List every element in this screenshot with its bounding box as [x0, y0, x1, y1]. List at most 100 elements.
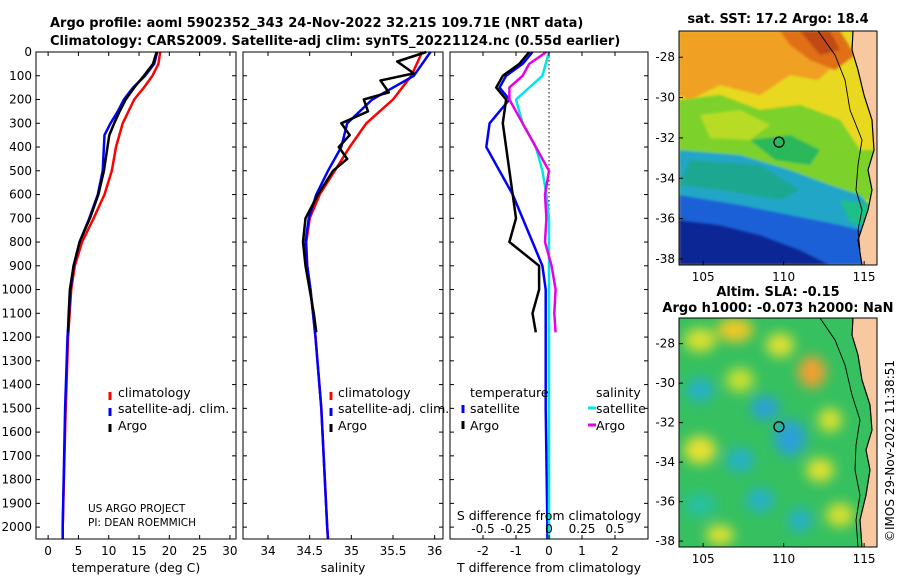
map-ytick-label: -34 — [655, 171, 675, 185]
difference-legend: temperature satellite Argo salinity sate… — [461, 385, 646, 433]
ytick-label: 1500 — [1, 401, 32, 415]
series-satellite-adj-clim- — [61, 51, 159, 539]
sst-float-marker — [773, 136, 785, 148]
ytick-label: 700 — [9, 211, 32, 225]
salinity-xtick-label: 0.5 — [605, 522, 624, 536]
salinity-difference-xlabel: S difference from climatology — [457, 508, 642, 523]
sst-field — [679, 31, 877, 265]
figure-title-line2: Climatology: CARS2009. Satellite-adj cli… — [50, 34, 620, 49]
ytick-label: 1200 — [1, 330, 32, 344]
series-climatology — [61, 51, 162, 539]
legend-salinity-title: salinity — [596, 385, 641, 400]
xtick-label: 10 — [101, 544, 116, 558]
map-xtick-label: 105 — [692, 552, 715, 566]
ytick-label: 100 — [9, 69, 32, 83]
map-ytick-label: -36 — [655, 212, 675, 226]
ytick-label: 1000 — [1, 283, 32, 297]
temperature-difference-xlabel: T difference from climatology — [456, 560, 642, 575]
xtick-label: 36 — [427, 544, 442, 558]
temperature-axes-frame — [35, 51, 237, 540]
ytick-label: 1600 — [1, 425, 32, 439]
xtick-label: 20 — [162, 544, 177, 558]
legend-sal-argo: Argo — [596, 418, 625, 433]
ytick-label: 0 — [24, 45, 32, 59]
map-xtick-label: 105 — [692, 270, 715, 284]
salinity-xlabel: salinity — [321, 560, 366, 575]
ytick-label: 1900 — [1, 496, 32, 510]
ytick-label: 900 — [9, 259, 32, 273]
series-temperature-argo — [494, 51, 541, 333]
sla-float-marker — [773, 421, 785, 433]
map-xtick-label: 115 — [853, 552, 876, 566]
temperature-legend-climatology: climatology — [118, 385, 191, 400]
ytick-label: 1800 — [1, 473, 32, 487]
salinity-legend-climatology: climatology — [338, 385, 411, 400]
series-salinity-satellite — [514, 51, 551, 539]
sst-map-title: sat. SST: 17.2 Argo: 18.4 — [687, 12, 868, 27]
ytick-label: 400 — [9, 140, 32, 154]
salinity-legend-argo: Argo — [338, 418, 367, 433]
legend-temp-satellite: satellite — [470, 401, 520, 416]
sst-coastline — [851, 31, 875, 265]
xtick-label: -2 — [477, 544, 489, 558]
sla-coastline — [851, 318, 873, 547]
legend-sal-satellite: satellite — [596, 401, 646, 416]
ytick-label: 500 — [9, 164, 32, 178]
sla-field — [679, 318, 877, 547]
xtick-label: 0 — [44, 544, 52, 558]
series-argo — [301, 50, 427, 333]
xtick-label: 25 — [192, 544, 207, 558]
temperature-panel: 0100200300400500600700800900100011001200… — [1, 45, 237, 575]
sst-map-frame — [678, 30, 878, 266]
map-xtick-label: 115 — [853, 270, 876, 284]
xtick-label: 1 — [578, 544, 586, 558]
legend-temp-argo: Argo — [470, 418, 499, 433]
salinity-xtick-label: -0.5 — [471, 522, 494, 536]
sla-map-title-line2: Argo h1000: -0.073 h2000: NaN — [662, 301, 893, 316]
xtick-label: 2 — [611, 544, 619, 558]
sst-isobath — [817, 31, 863, 251]
xtick-label: 30 — [222, 544, 237, 558]
ytick-label: 200 — [9, 93, 32, 107]
ytick-label: 2000 — [1, 520, 32, 534]
map-ytick-label: -34 — [655, 455, 675, 469]
series-satellite-adj-clim- — [304, 51, 432, 540]
salinity-xtick-label: 0 — [545, 522, 553, 536]
map-ytick-label: -30 — [655, 91, 675, 105]
ytick-label: 1100 — [1, 306, 32, 320]
map-ytick-label: -28 — [655, 337, 675, 351]
salinity-legend: climatology satellite-adj. clim. Argo — [329, 385, 449, 433]
legend-temperature-title: temperature — [470, 385, 549, 400]
ytick-label: 1400 — [1, 378, 32, 392]
xtick-label: 0 — [545, 544, 553, 558]
ytick-label: 600 — [9, 188, 32, 202]
map-ytick-label: -32 — [655, 416, 675, 430]
map-xtick-label: 110 — [772, 270, 795, 284]
timestamp: ©IMOS 29-Nov-2022 11:38:51 — [883, 360, 897, 542]
temperature-xlabel: temperature (deg C) — [72, 560, 201, 575]
figure-title-line1: Argo profile: aoml 5902352_343 24-Nov-20… — [50, 16, 583, 31]
map-ytick-label: -38 — [655, 534, 675, 548]
temperature-legend-argo: Argo — [118, 418, 147, 433]
temperature-legend: climatology satellite-adj. clim. Argo — [108, 385, 229, 433]
sla-map-title-line1: Altim. SLA: -0.15 — [716, 285, 839, 300]
ytick-label: 1300 — [1, 354, 32, 368]
salinity-xtick-label: 0.25 — [569, 522, 596, 536]
credit-project: US ARGO PROJECT — [88, 503, 186, 515]
xtick-label: 5 — [75, 544, 83, 558]
xtick-label: -1 — [510, 544, 522, 558]
sla-land — [852, 318, 877, 547]
credit-pi: PI: DEAN ROEMMICH — [88, 517, 196, 529]
xtick-label: 34 — [260, 544, 275, 558]
map-xtick-label: 110 — [772, 552, 795, 566]
xtick-label: 34.5 — [296, 544, 323, 558]
series-salinity-argo — [508, 50, 557, 333]
map-ytick-label: -30 — [655, 376, 675, 390]
ytick-label: 800 — [9, 235, 32, 249]
series-argo — [66, 51, 158, 333]
xtick-label: 35 — [344, 544, 359, 558]
map-ytick-label: -36 — [655, 495, 675, 509]
salinity-axes-frame — [242, 51, 444, 540]
salinity-legend-satellite: satellite-adj. clim. — [338, 401, 449, 416]
